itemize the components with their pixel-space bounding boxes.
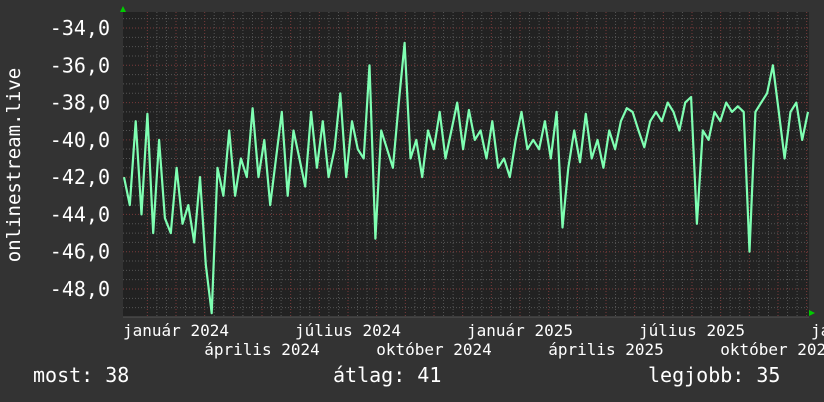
current-value: most: 38 bbox=[33, 363, 130, 387]
y-tick-label: -34,0 bbox=[50, 16, 110, 40]
x-tick-label: október 2025 bbox=[720, 340, 824, 359]
best-value: legjobb: 35 bbox=[648, 363, 781, 387]
y-axis-ticks: -34,0 -36,0 -38,0 -40,0 -42,0 -44,0 -46,0 -48,0 bbox=[50, 16, 110, 301]
y-tick-label: -38,0 bbox=[50, 91, 110, 115]
x-tick-label: július 2024 bbox=[295, 321, 401, 340]
x-axis-arrow-icon bbox=[809, 310, 815, 316]
y-axis-arrow-icon bbox=[120, 6, 126, 12]
y-tick-label: -40,0 bbox=[50, 128, 110, 152]
x-tick-label: január 2024 bbox=[123, 321, 229, 340]
y-tick-label: -44,0 bbox=[50, 202, 110, 226]
x-tick-label: január 2026 bbox=[811, 321, 824, 340]
x-tick-label: április 2024 bbox=[204, 340, 320, 359]
x-tick-label: július 2025 bbox=[639, 321, 745, 340]
series-line bbox=[122, 41, 810, 315]
average-value: átlag: 41 bbox=[333, 363, 442, 387]
y-tick-label: -48,0 bbox=[50, 277, 110, 301]
y-tick-label: -46,0 bbox=[50, 240, 110, 264]
x-tick-label: január 2025 bbox=[467, 321, 573, 340]
x-tick-label: április 2025 bbox=[548, 340, 664, 359]
x-tick-label: október 2024 bbox=[376, 340, 492, 359]
y-tick-label: -36,0 bbox=[50, 53, 110, 77]
y-tick-label: -42,0 bbox=[50, 165, 110, 189]
y-axis-label: onlinestream.live bbox=[3, 68, 25, 262]
